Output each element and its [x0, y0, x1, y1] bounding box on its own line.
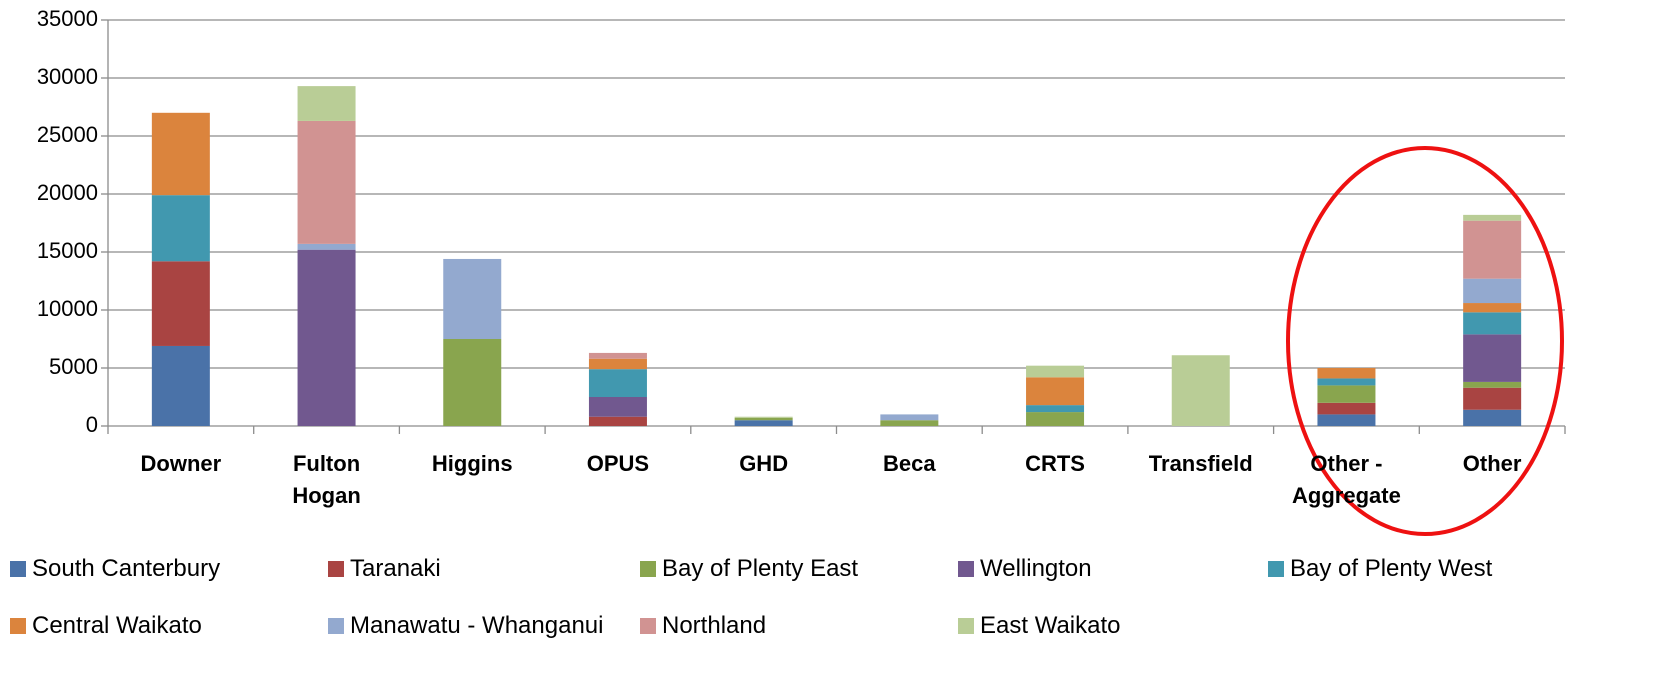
legend-label: Bay of Plenty East: [662, 555, 859, 582]
legend-item: Bay of Plenty East: [640, 553, 858, 585]
bar-segment: [151, 195, 210, 262]
y-tick-label: 35000: [37, 6, 98, 31]
x-tick-label: GHD: [739, 451, 789, 476]
y-tick-label: 15000: [37, 238, 98, 263]
bar-segment: [1171, 355, 1230, 426]
legend-item: Bay of Plenty West: [1268, 553, 1492, 585]
bar-segment: [1317, 402, 1376, 415]
x-tick-label: CRTS: [1025, 451, 1085, 476]
x-tick-label: Beca: [883, 451, 936, 476]
bar-segment: [1463, 214, 1522, 221]
legend-item: East Waikato: [958, 610, 1121, 642]
legend-swatch: [328, 561, 344, 577]
bar-segment: [734, 417, 793, 421]
legend-item: Wellington: [958, 553, 1092, 585]
bar-segment: [151, 345, 210, 426]
bar-segment: [1463, 387, 1522, 410]
legend-swatch: [10, 618, 26, 634]
x-tick-label: Transfield: [1148, 451, 1253, 476]
x-tick-label: Fulton Hogan: [292, 451, 361, 508]
legend-item: Manawatu - Whanganui: [328, 610, 603, 642]
y-tick-label: 25000: [37, 122, 98, 147]
bar-segment: [1317, 385, 1376, 403]
legend-swatch: [1268, 561, 1284, 577]
bar-segment: [1026, 377, 1085, 406]
y-tick-label: 0: [86, 412, 98, 437]
bar-segment: [734, 420, 793, 426]
x-tick-label: Other: [1462, 451, 1522, 476]
legend-swatch: [958, 618, 974, 634]
x-tick-label: Downer: [140, 451, 222, 476]
legend-item: Northland: [640, 610, 766, 642]
bar-segment: [880, 414, 939, 421]
bar-segment: [297, 243, 356, 250]
bar-segment: [1026, 365, 1085, 378]
bar-segment: [588, 397, 647, 417]
bar-segment: [443, 258, 502, 339]
legend-label: Northland: [662, 612, 767, 639]
bar-segment: [734, 416, 793, 418]
legend-label: Central Waikato: [32, 612, 202, 639]
bar-segment: [1463, 312, 1522, 335]
bar-segment: [297, 86, 356, 121]
x-tick-label: OPUS: [586, 451, 650, 476]
legend-item: South Canterbury: [10, 553, 220, 585]
legend-swatch: [328, 618, 344, 634]
y-tick-label: 5000: [49, 354, 98, 379]
y-tick-label: 10000: [37, 296, 98, 321]
bar-segment: [588, 416, 647, 426]
legend-label: Wellington: [980, 555, 1092, 582]
bar-segment: [1463, 278, 1522, 304]
bar-segment: [151, 112, 210, 196]
bar-segment: [1463, 381, 1522, 388]
bar-segment: [151, 261, 210, 346]
bar-segment: [297, 249, 356, 426]
legend-label: South Canterbury: [32, 555, 221, 582]
bar-segment: [1463, 220, 1522, 279]
bar-segment: [1463, 334, 1522, 382]
legend-swatch: [10, 561, 26, 577]
legend-label: Bay of Plenty West: [1290, 555, 1493, 582]
highlight-ellipse: [1286, 146, 1564, 536]
legend-swatch: [958, 561, 974, 577]
y-tick-label: 30000: [37, 64, 98, 89]
bar-segment: [1463, 303, 1522, 313]
legend-label: Manawatu - Whanganui: [350, 612, 604, 639]
x-tick-label: Other - Aggregate: [1292, 451, 1401, 508]
bar-segment: [588, 352, 647, 359]
bar-segment: [1317, 414, 1376, 426]
legend-swatch: [640, 618, 656, 634]
legend-label: East Waikato: [980, 612, 1121, 639]
bar-segment: [1026, 405, 1085, 413]
legend-swatch: [640, 561, 656, 577]
legend-item: Taranaki: [328, 553, 441, 585]
legend-label: Taranaki: [350, 555, 441, 582]
bar-segment: [588, 358, 647, 370]
legend-item: Central Waikato: [10, 610, 202, 642]
bar-segment: [588, 369, 647, 397]
x-tick-label: Higgins: [431, 451, 513, 476]
bar-segment: [1026, 412, 1085, 426]
bar-segment: [1317, 368, 1376, 379]
bar-segment: [297, 120, 356, 244]
bar-segment: [443, 339, 502, 426]
bar-segment: [880, 420, 939, 426]
bar-segment: [1463, 409, 1522, 426]
y-tick-label: 20000: [37, 180, 98, 205]
bar-segment: [1317, 378, 1376, 386]
